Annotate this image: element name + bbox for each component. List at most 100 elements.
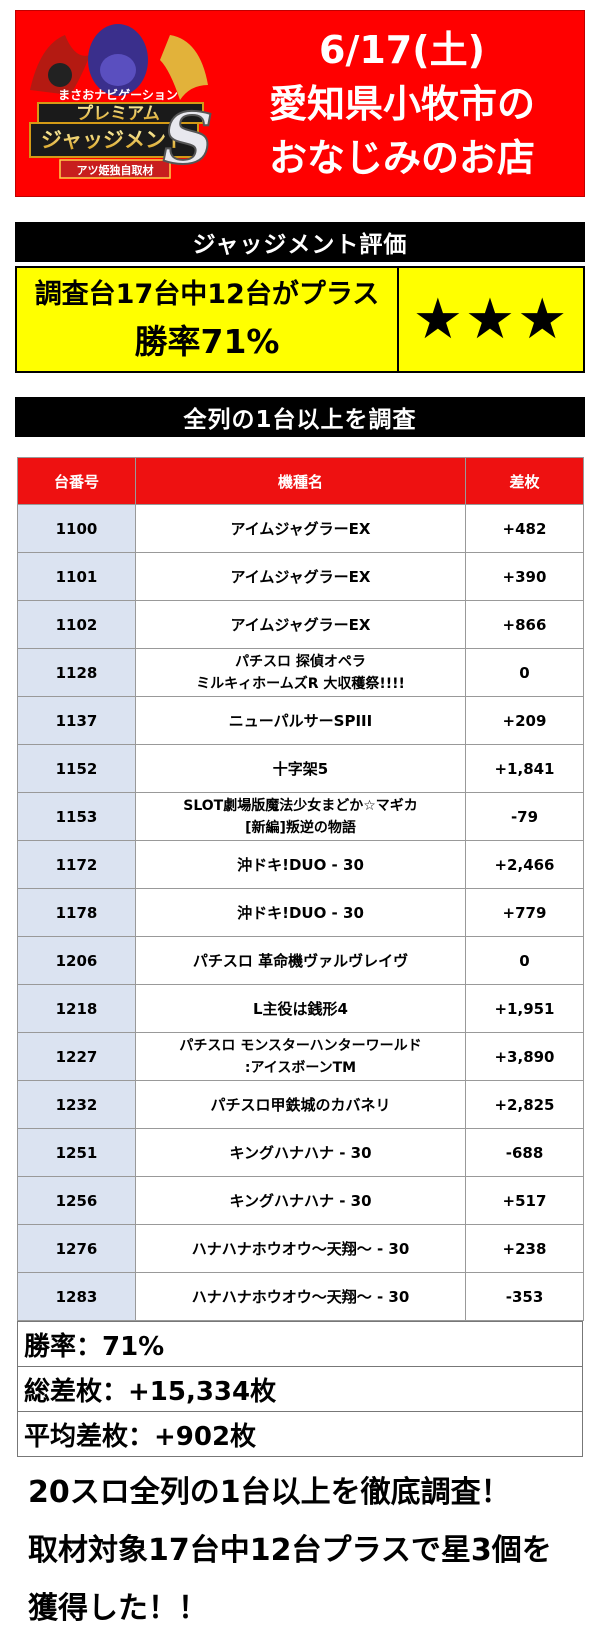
machine-name-cell: ニューパルサーSPIII [135, 696, 466, 745]
summary-average-difference: 平均差枚：+902枚 [17, 1411, 583, 1457]
header-banner: まさおナビゲーション プレミアム ジャッジメント アツ姫独自取材 S 6/17(… [15, 10, 585, 197]
difference-cell: 0 [465, 936, 584, 985]
machine-number-cell: 1283 [17, 1272, 136, 1321]
machine-number-cell: 1172 [17, 840, 136, 889]
machine-name-cell: アイムジャグラーEX [135, 552, 466, 601]
logo-s-letter: S [163, 97, 214, 180]
difference-cell: +3,890 [465, 1032, 584, 1081]
machine-name-line: パチスロ甲鉄城のカバネリ [210, 1096, 391, 1114]
machine-name-cell: アイムジャグラーEX [135, 504, 466, 553]
machine-number-cell: 1251 [17, 1128, 136, 1177]
summary-total-difference: 総差枚：+15,334枚 [17, 1366, 583, 1412]
footer-line-2: 取材対象17台中12台プラスで星3個を [28, 1533, 552, 1568]
machine-name-line: アイムジャグラーEX [230, 568, 371, 586]
machine-name-line: キングハナハナ - 30 [229, 1192, 372, 1210]
machine-name-line: ハナハナホウオウ～天翔～ - 30 [191, 1288, 410, 1306]
machine-number-cell: 1227 [17, 1032, 136, 1081]
logo-subtitle: アツ姫独自取材 [77, 163, 154, 177]
evaluation-summary: 調査台17台中12台がプラス 勝率71% [17, 268, 399, 371]
machine-number-cell: 1206 [17, 936, 136, 985]
logo-judgment: ジャッジメント [41, 128, 187, 152]
table-row: 1178 沖ドキ!DUO - 30 +779 [17, 888, 584, 937]
footer-line-1: 20スロ全列の1台以上を徹底調査！ [28, 1475, 511, 1510]
table-row: 1137 ニューパルサーSPIII +209 [17, 696, 584, 745]
table-row: 1232 パチスロ甲鉄城のカバネリ +2,825 [17, 1080, 584, 1129]
machine-number-cell: 1101 [17, 552, 136, 601]
table-body: 1100 アイムジャグラーEX +482 1101 アイムジャグラーEX +390 1102… [17, 504, 584, 1321]
table-header-row: 台番号 機種名 差枚 [17, 457, 584, 505]
evaluation-stars: ★★★ [399, 268, 583, 371]
table-row: 1256 キングハナハナ - 30 +517 [17, 1176, 584, 1225]
machine-name-line: ニューパルサーSPIII [228, 712, 373, 730]
machine-name-cell: キングハナハナ - 30 [135, 1128, 466, 1177]
table-row: 1101 アイムジャグラーEX +390 [17, 552, 584, 601]
machine-number-cell: 1137 [17, 696, 136, 745]
machine-name-line: パチスロ 革命機ヴァルヴレイヴ [192, 952, 409, 970]
difference-cell: -353 [465, 1272, 584, 1321]
machine-name-cell: ハナハナホウオウ～天翔～ - 30 [135, 1224, 466, 1273]
evaluation-title: ジャッジメント評価 [15, 222, 585, 262]
machine-name-line: ハナハナホウオウ～天翔～ - 30 [191, 1240, 410, 1258]
table-row: 1153 SLOT劇場版魔法少女まどか☆マギカ [新編]叛逆の物語 -79 [17, 792, 584, 841]
machine-name-line: アイムジャグラーEX [230, 616, 371, 634]
machine-number-cell: 1232 [17, 1080, 136, 1129]
difference-cell: +209 [465, 696, 584, 745]
results-table: 台番号 機種名 差枚 1100 アイムジャグラーEX +482 1101 アイムジャグラ… [17, 457, 584, 1321]
header-text: 6/17(土) 愛知県小牧市の おなじみのお店 [221, 15, 583, 193]
logo-premium: プレミアム [76, 103, 160, 124]
column-header-machine-name: 機種名 [135, 457, 466, 505]
machine-number-cell: 1153 [17, 792, 136, 841]
machine-name-cell: パチスロ甲鉄城のカバネリ [135, 1080, 466, 1129]
difference-cell: +390 [465, 552, 584, 601]
table-row: 1276 ハナハナホウオウ～天翔～ - 30 +238 [17, 1224, 584, 1273]
difference-cell: +2,825 [465, 1080, 584, 1129]
difference-cell: -688 [465, 1128, 584, 1177]
difference-cell: +517 [465, 1176, 584, 1225]
machine-name-line: [新編]叛逆の物語 [245, 819, 356, 836]
machine-number-cell: 1276 [17, 1224, 136, 1273]
machine-name-line: 沖ドキ!DUO - 30 [237, 856, 364, 874]
machine-name-line: キングハナハナ - 30 [229, 1144, 372, 1162]
machine-number-cell: 1128 [17, 648, 136, 697]
machine-name-cell: SLOT劇場版魔法少女まどか☆マギカ [新編]叛逆の物語 [135, 792, 466, 841]
table-row: 1128 パチスロ 探偵オペラ ミルキィホームズR 大収穫祭!!!! 0 [17, 648, 584, 697]
machine-name-line: SLOT劇場版魔法少女まどか☆マギカ [183, 797, 418, 814]
difference-cell: +482 [465, 504, 584, 553]
machine-name-line: パチスロ 探偵オペラ [235, 653, 366, 670]
column-header-difference: 差枚 [465, 457, 584, 505]
machine-name-cell: パチスロ 革命機ヴァルヴレイヴ [135, 936, 466, 985]
machine-number-cell: 1152 [17, 744, 136, 793]
difference-cell: +238 [465, 1224, 584, 1273]
machine-name-cell: パチスロ 探偵オペラ ミルキィホームズR 大収穫祭!!!! [135, 648, 466, 697]
evaluation-win-rate: 勝率71% [134, 321, 280, 361]
event-location: 愛知県小牧市の [268, 82, 535, 126]
difference-cell: +779 [465, 888, 584, 937]
machine-name-cell: 十字架5 [135, 744, 466, 793]
footer-line-3: 獲得した！！ [28, 1591, 208, 1626]
difference-cell: -79 [465, 792, 584, 841]
footer-text: 20スロ全列の1台以上を徹底調査！ 取材対象17台中12台プラスで星3個を 獲得… [28, 1464, 588, 1638]
machine-number-cell: 1102 [17, 600, 136, 649]
table-row: 1102 アイムジャグラーEX +866 [17, 600, 584, 649]
machine-name-line: :アイスボーンTM [244, 1059, 357, 1076]
machine-name-line: パチスロ モンスターハンターワールド [179, 1037, 422, 1054]
premium-judgment-logo: まさおナビゲーション プレミアム ジャッジメント アツ姫独自取材 S [29, 24, 214, 181]
evaluation-box: 調査台17台中12台がプラス 勝率71% ★★★ [15, 266, 585, 373]
machine-name-cell: 沖ドキ!DUO - 30 [135, 888, 466, 937]
machine-name-line: 沖ドキ!DUO - 30 [237, 904, 364, 922]
machine-name-cell: L主役は銭形4 [135, 984, 466, 1033]
machine-number-cell: 1218 [17, 984, 136, 1033]
difference-cell: +1,841 [465, 744, 584, 793]
table-row: 1251 キングハナハナ - 30 -688 [17, 1128, 584, 1177]
machine-name-cell: パチスロ モンスターハンターワールド :アイスボーンTM [135, 1032, 466, 1081]
event-store: おなじみのお店 [268, 136, 535, 180]
table-row: 1227 パチスロ モンスターハンターワールド :アイスボーンTM +3,890 [17, 1032, 584, 1081]
machine-number-cell: 1256 [17, 1176, 136, 1225]
summary-win-rate: 勝率：71% [17, 1321, 583, 1367]
machine-name-cell: 沖ドキ!DUO - 30 [135, 840, 466, 889]
table-row: 1206 パチスロ 革命機ヴァルヴレイヴ 0 [17, 936, 584, 985]
logo-tagline: まさおナビゲーション [58, 87, 178, 102]
difference-cell: +1,951 [465, 984, 584, 1033]
table-row: 1172 沖ドキ!DUO - 30 +2,466 [17, 840, 584, 889]
difference-cell: 0 [465, 648, 584, 697]
